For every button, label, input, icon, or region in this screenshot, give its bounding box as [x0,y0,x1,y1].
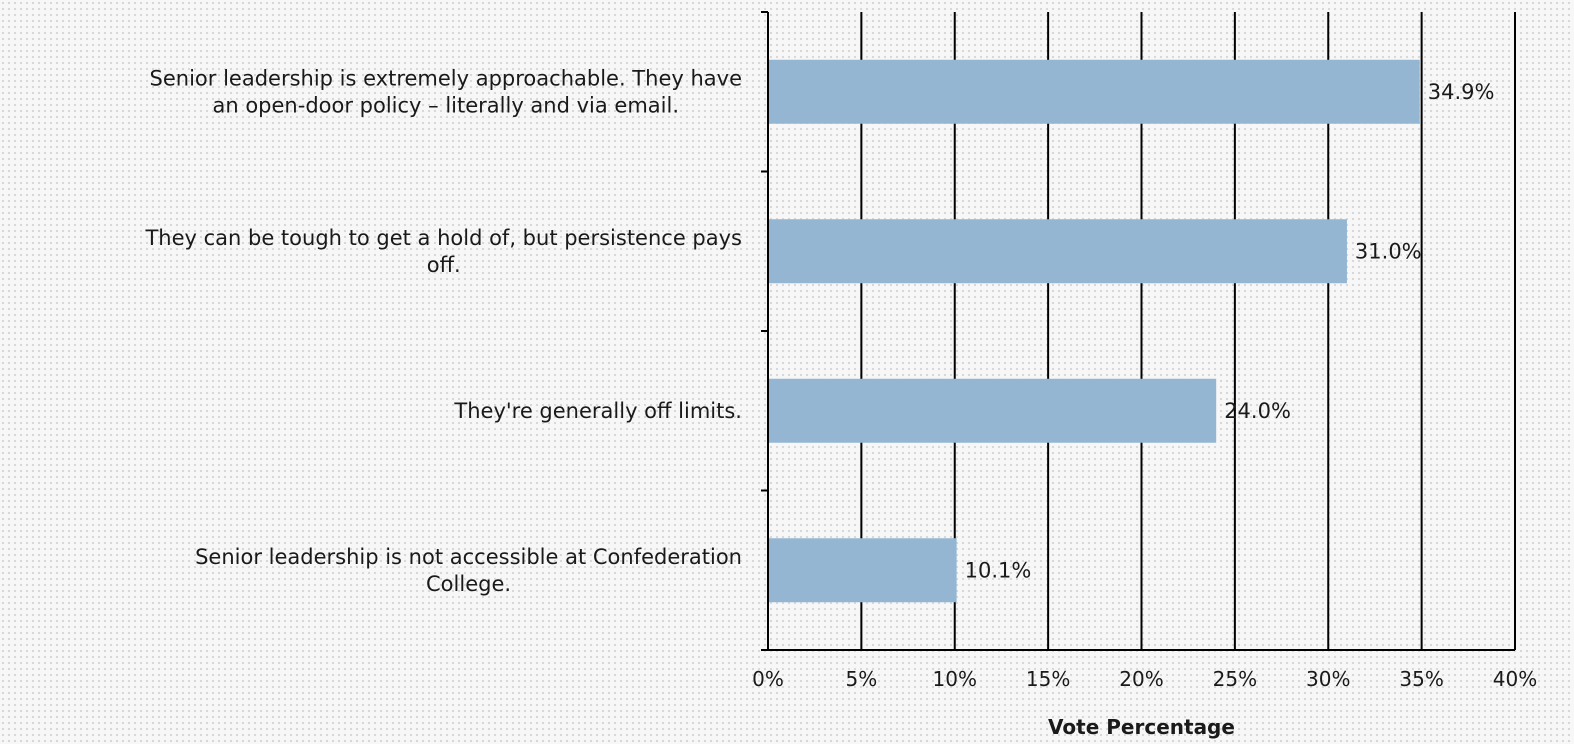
category-label: They're generally off limits. [453,399,742,423]
bar [768,59,1420,124]
category-label: Senior leadership is extremely approacha… [150,66,742,90]
bar [768,378,1217,443]
category-label: an open-door policy – literally and via … [212,93,679,117]
axis-layer [761,11,1515,651]
x-axis-title: Vote Percentage [1048,715,1235,739]
category-label: They can be tough to get a hold of, but … [144,226,742,250]
label-layer: 34.9% Senior leadership is extremely appr… [144,66,1537,691]
x-tick-label: 5% [846,667,878,691]
x-tick-label: 30% [1306,667,1350,691]
data-label: 24.0% [1224,399,1291,423]
bar [768,219,1347,284]
category-label: College. [426,572,511,596]
x-tick-label: 0% [752,667,784,691]
x-tick-label: 40% [1493,667,1537,691]
x-tick-label: 35% [1399,667,1443,691]
category-label: Senior leadership is not accessible at C… [195,545,742,569]
data-label: 31.0% [1355,239,1422,263]
x-tick-label: 10% [933,667,977,691]
x-tick-label: 20% [1119,667,1163,691]
data-label: 34.9% [1428,80,1495,104]
x-tick-label: 25% [1213,667,1257,691]
data-label: 10.1% [965,558,1032,582]
category-label: off. [427,253,461,277]
bar [768,538,957,603]
x-tick-label: 15% [1026,667,1070,691]
bar-layer [768,59,1420,603]
